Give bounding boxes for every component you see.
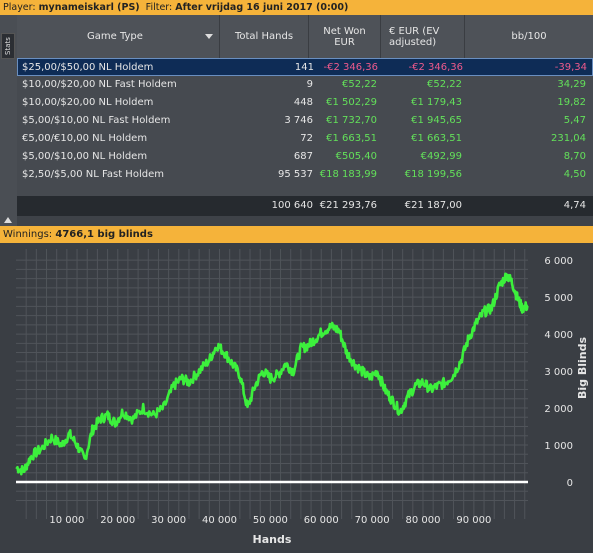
cell-net-won: -€2 346,36 — [323, 62, 378, 73]
col-game-type-label: Game Type — [87, 31, 143, 42]
totals-row: 100 640 €21 293,76 €21 187,00 4,74 — [17, 196, 593, 216]
x-tick-label: 20 000 — [100, 515, 135, 526]
stats-sidebar: Stats — [0, 15, 17, 226]
cell-net-won: €1 663,51 — [326, 133, 377, 144]
sort-dropdown-icon[interactable] — [205, 34, 213, 39]
y-tick-label: 6 000 — [544, 256, 573, 267]
cell-net-won: €1 732,70 — [326, 115, 377, 126]
cell-game-type: €5,00/€10,00 NL Holdem — [22, 133, 148, 144]
table-row[interactable]: $25,00/$50,00 NL Holdem 141 -€2 346,36 -… — [17, 58, 593, 76]
cell-bb100: 8,70 — [563, 151, 586, 162]
winnings-chart-svg: 10 000 20 000 30 000 40 000 50 000 60 000 70 0… — [0, 243, 593, 549]
player-value[interactable]: mynameiskarl (PS) — [38, 2, 140, 13]
player-filter-bar: Player: mynameiskarl (PS) Filter: After … — [0, 0, 593, 15]
filter-value[interactable]: After vrijdag 16 juni 2017 (0:00) — [175, 2, 349, 13]
cell-game-type: $2,50/$5,00 NL Fast Holdem — [22, 169, 164, 180]
cell-game-type: $10,00/$20,00 NL Holdem — [22, 97, 154, 108]
x-tick-label: 90 000 — [456, 515, 491, 526]
cell-game-type: $10,00/$20,00 NL Fast Holdem — [22, 79, 177, 90]
x-tick-label: 30 000 — [151, 515, 186, 526]
cell-bb100: 4,50 — [563, 169, 586, 180]
col-total-hands-label: Total Hands — [234, 31, 294, 42]
cell-bb100: 19,82 — [557, 97, 586, 108]
winnings-chart: 10 000 20 000 30 000 40 000 50 000 60 000 70 0… — [0, 243, 593, 549]
total-hands: 100 640 — [271, 200, 313, 211]
col-total-hands[interactable]: Total Hands — [220, 15, 309, 58]
cell-total-hands: 9 — [306, 79, 313, 90]
table-row[interactable]: €5,00/€10,00 NL Holdem 72 €1 663,51 €1 6… — [17, 130, 593, 148]
table-row[interactable]: $5,00/$10,00 NL Fast Holdem 3 746 €1 732… — [17, 112, 593, 130]
y-tick-label: 5 000 — [544, 293, 573, 304]
cell-bb100: 5,47 — [563, 115, 586, 126]
filter-label: Filter: — [145, 2, 173, 13]
winnings-bar: Winnings: 4766,1 big blinds — [0, 226, 593, 243]
cell-ev-adjusted: €52,22 — [427, 79, 462, 90]
table-row[interactable]: $2,50/$5,00 NL Fast Holdem 95 537 €18 18… — [17, 166, 593, 184]
cell-game-type: $5,00/$10,00 NL Holdem — [22, 151, 148, 162]
col-game-type[interactable]: Game Type — [17, 15, 220, 58]
y-tick-label: 0 — [567, 478, 573, 489]
x-tick-label: 70 000 — [355, 515, 390, 526]
y-tick-label: 3 000 — [544, 367, 573, 378]
y-tick-label: 4 000 — [544, 330, 573, 341]
cell-ev-adjusted: €492,99 — [420, 151, 462, 162]
cell-net-won: €505,40 — [335, 151, 377, 162]
cell-total-hands: 72 — [300, 133, 313, 144]
cell-bb100: 34,29 — [557, 79, 586, 90]
total-ev-adjusted: €21 187,00 — [404, 200, 462, 211]
table-row[interactable]: $5,00/$10,00 NL Holdem 687 €505,40 €492,… — [17, 148, 593, 166]
x-tick-label: 60 000 — [304, 515, 339, 526]
cell-total-hands: 687 — [293, 151, 313, 162]
y-axis-ticks: 0 1 000 2 000 3 000 4 000 5 000 6 000 — [544, 256, 573, 489]
col-net-won-label-2: EUR — [334, 36, 355, 48]
cell-total-hands: 3 746 — [284, 115, 313, 126]
cell-game-type: $25,00/$50,00 NL Holdem — [22, 62, 154, 73]
col-ev-label-1: € EUR (EV — [389, 25, 440, 37]
stats-tab[interactable]: Stats — [1, 33, 15, 59]
col-bb100-label: bb/100 — [511, 31, 547, 42]
col-bb100[interactable]: bb/100 — [465, 15, 593, 58]
total-bb100: 4,74 — [563, 200, 586, 211]
cell-ev-adjusted: €1 663,51 — [411, 133, 462, 144]
col-net-won-label-1: Net Won — [323, 25, 366, 37]
x-tick-label: 50 000 — [253, 515, 288, 526]
stats-table: Game Type Total Hands Net Won EUR € EUR … — [17, 15, 593, 226]
col-net-won[interactable]: Net Won EUR — [309, 15, 381, 58]
chart-grid — [16, 249, 528, 519]
cell-net-won: €18 183,99 — [319, 169, 377, 180]
cell-total-hands: 448 — [293, 97, 313, 108]
horizontal-scrollbar[interactable] — [17, 216, 593, 226]
winnings-label: Winnings: — [3, 229, 53, 240]
winnings-value: 4766,1 big blinds — [55, 229, 153, 240]
series-line-winnings — [15, 272, 529, 476]
table-row[interactable]: $10,00/$20,00 NL Fast Holdem 9 €52,22 €5… — [17, 76, 593, 94]
cell-total-hands: 95 537 — [278, 169, 313, 180]
player-label: Player: — [3, 2, 36, 13]
cell-ev-adjusted: €1 179,43 — [411, 97, 462, 108]
x-axis-ticks: 10 000 20 000 30 000 40 000 50 000 60 000 70 0… — [49, 515, 491, 526]
y-tick-label: 2 000 — [544, 404, 573, 415]
cell-ev-adjusted: €18 199,56 — [404, 169, 462, 180]
cell-ev-adjusted: €1 945,65 — [411, 115, 462, 126]
table-row[interactable]: $10,00/$20,00 NL Holdem 448 €1 502,29 €1… — [17, 94, 593, 112]
col-ev-label-2: adjusted) — [389, 36, 437, 48]
cell-net-won: €52,22 — [342, 79, 377, 90]
x-tick-label: 40 000 — [202, 515, 237, 526]
y-axis-label: Big Blinds — [576, 337, 589, 399]
total-net-won: €21 293,76 — [319, 200, 377, 211]
x-axis-label: Hands — [253, 533, 292, 546]
cell-game-type: $5,00/$10,00 NL Fast Holdem — [22, 115, 171, 126]
table-header: Game Type Total Hands Net Won EUR € EUR … — [17, 15, 593, 58]
col-ev-adjusted[interactable]: € EUR (EV adjusted) — [381, 15, 465, 58]
scroll-up-arrow-icon[interactable] — [4, 217, 12, 223]
x-tick-label: 10 000 — [49, 515, 84, 526]
cell-bb100: 231,04 — [551, 133, 586, 144]
x-tick-label: 80 000 — [405, 515, 440, 526]
y-tick-label: 1 000 — [544, 441, 573, 452]
cell-bb100: -39,34 — [554, 62, 587, 73]
cell-total-hands: 141 — [294, 62, 314, 73]
cell-net-won: €1 502,29 — [326, 97, 377, 108]
cell-ev-adjusted: -€2 346,36 — [408, 62, 463, 73]
